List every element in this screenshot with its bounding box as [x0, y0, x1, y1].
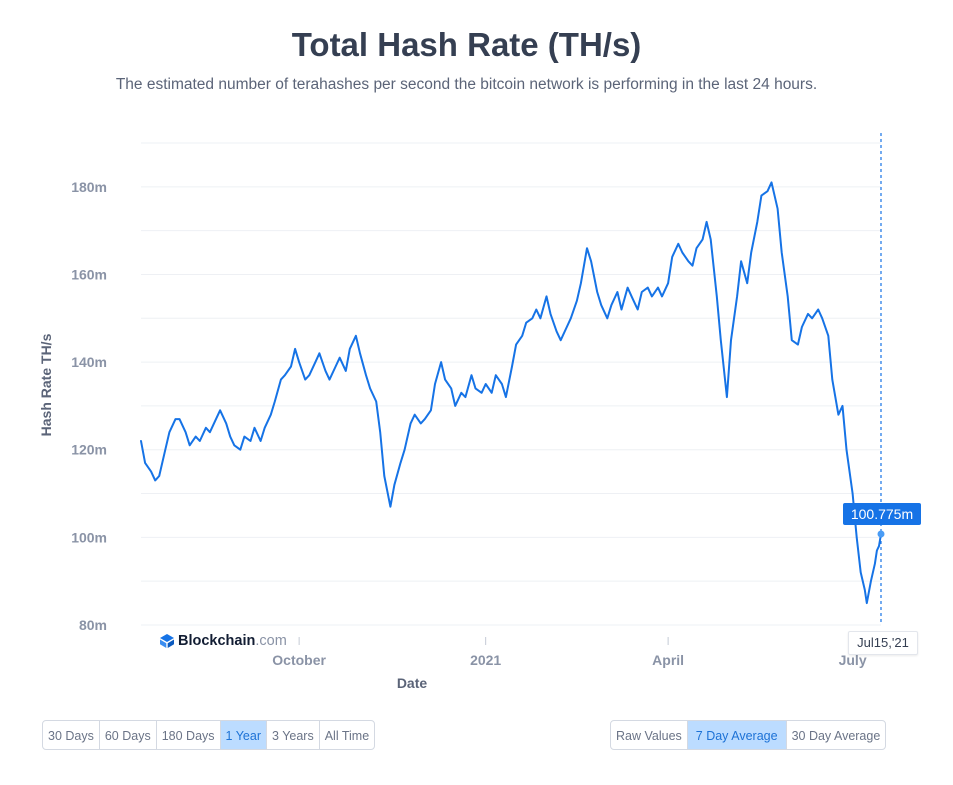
series-layer	[140, 181, 885, 605]
hash-rate-line	[140, 181, 882, 605]
brand-suffix: .com	[255, 633, 287, 649]
chart-subtitle: The estimated number of terahashes per s…	[115, 76, 818, 93]
y-axis-ticks: 80m 100m 120m 140m 160m 180m	[71, 179, 107, 633]
x-tick-label: October	[272, 652, 326, 668]
brand-name: Blockchain	[178, 633, 256, 649]
range-3-years-button[interactable]: 3 Years	[266, 720, 320, 750]
range-180-days-button[interactable]: 180 Days	[155, 720, 221, 750]
time-range-selector: 30 Days 60 Days 180 Days 1 Year 3 Years …	[42, 720, 376, 750]
value-tooltip: 100.775m	[843, 503, 921, 525]
y-tick-label: 120m	[71, 442, 107, 458]
seven-day-average-button[interactable]: 7 Day Average	[686, 720, 787, 750]
x-tick-label: July	[839, 652, 867, 668]
range-60-days-button[interactable]: 60 Days	[98, 720, 157, 750]
y-tick-label: 80m	[79, 617, 107, 633]
blockchain-logo: Blockchain .com	[159, 633, 287, 649]
averaging-selector: Raw Values 7 Day Average 30 Day Average	[610, 720, 887, 750]
gridlines	[141, 142, 881, 626]
blockchain-logo-icon	[160, 634, 174, 648]
range-30-days-button[interactable]: 30 Days	[42, 720, 100, 750]
date-tooltip: Jul15,'21	[848, 631, 918, 655]
raw-values-button[interactable]: Raw Values	[610, 720, 688, 750]
y-tick-label: 180m	[71, 179, 107, 195]
data-point-marker	[877, 530, 885, 538]
chart-title: Total Hash Rate (TH/s)	[291, 26, 642, 63]
range-1-year-button[interactable]: 1 Year	[219, 720, 267, 750]
thirty-day-average-button[interactable]: 30 Day Average	[785, 720, 887, 750]
x-tick-label: April	[652, 652, 684, 668]
y-tick-label: 100m	[71, 529, 107, 545]
y-tick-label: 140m	[71, 354, 107, 370]
range-all-time-button[interactable]: All Time	[318, 720, 376, 750]
x-tick-label: 2021	[470, 652, 501, 668]
x-axis-ticks: October 2021 April July	[272, 637, 867, 668]
y-tick-label: 160m	[71, 266, 107, 282]
x-axis-label: Date	[397, 675, 428, 691]
y-axis-label: Hash Rate TH/s	[38, 333, 54, 436]
